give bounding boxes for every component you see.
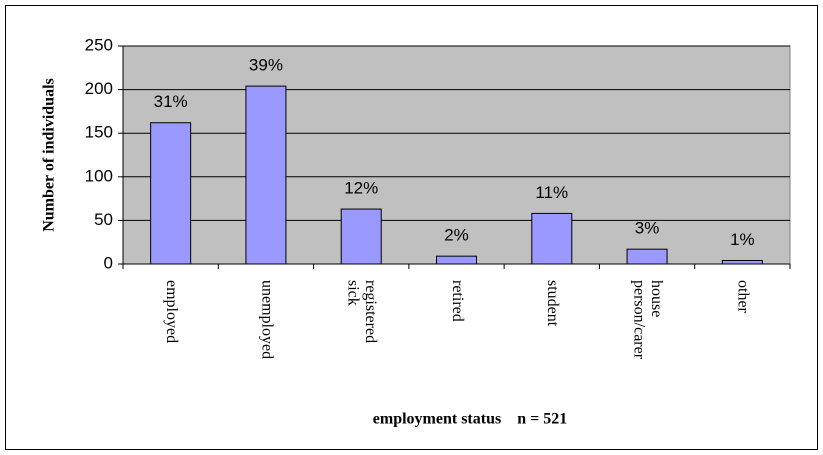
bar	[531, 212, 573, 265]
data-label: 12%	[344, 179, 378, 198]
x-tick-label: registeredsick	[345, 280, 380, 343]
x-tick-label: other	[735, 280, 752, 314]
data-label: 1%	[730, 230, 755, 249]
x-tick-label: unemployed	[258, 280, 275, 359]
y-tick-label: 150	[85, 123, 113, 142]
data-label: 31%	[154, 92, 188, 111]
x-axis-title: employment status n = 521	[373, 411, 567, 428]
bar	[626, 248, 668, 265]
data-label: 2%	[444, 226, 469, 245]
x-tick-label: retired	[449, 280, 466, 322]
bar	[340, 208, 382, 265]
bar	[436, 255, 477, 265]
plot-area	[122, 45, 791, 265]
y-tick-label: 0	[104, 253, 113, 272]
bar	[245, 85, 287, 265]
y-tick-label: 50	[94, 210, 113, 229]
x-tick-label: employed	[163, 280, 180, 343]
x-tick-label: houseperson/carer	[631, 280, 666, 360]
y-tick-label: 250	[85, 35, 113, 54]
y-axis-title: Number of individuals	[41, 78, 58, 232]
y-tick-label: 100	[85, 166, 113, 185]
data-label: 39%	[249, 56, 283, 75]
x-tick-label-line: sick	[345, 280, 362, 306]
x-tick-label-line: registered	[362, 280, 379, 343]
y-tick-label: 200	[85, 79, 113, 98]
x-tick-label-line: house	[648, 280, 665, 317]
bar	[721, 260, 763, 265]
x-tick-label-line: person/carer	[631, 280, 648, 360]
data-label: 3%	[635, 219, 660, 238]
bar	[150, 122, 192, 265]
x-tick-label: student	[544, 280, 561, 327]
data-label: 11%	[535, 183, 568, 202]
